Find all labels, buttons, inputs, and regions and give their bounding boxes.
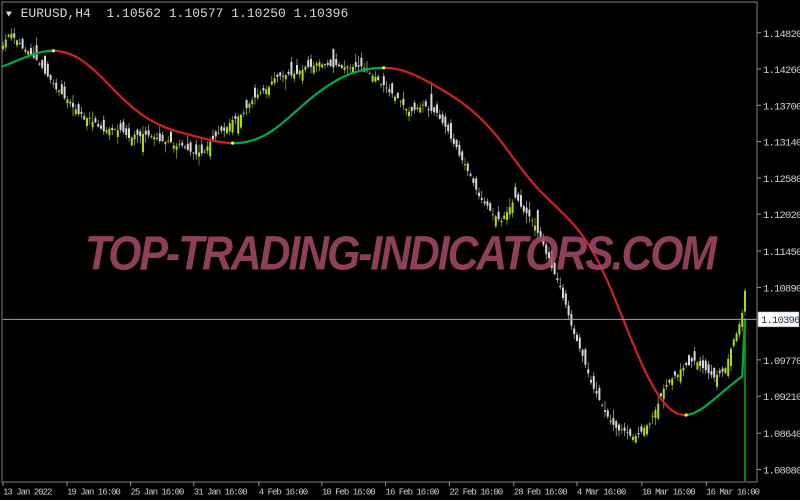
svg-text:25 Jan 16:00: 25 Jan 16:00 (131, 488, 184, 498)
svg-text:16 Mar 16:00: 16 Mar 16:00 (706, 488, 759, 498)
svg-text:1.08080: 1.08080 (763, 465, 800, 477)
svg-text:1.13700: 1.13700 (763, 101, 800, 113)
svg-text:31 Jan 16:00: 31 Jan 16:00 (194, 488, 247, 498)
svg-text:22 Feb 16:00: 22 Feb 16:00 (449, 488, 502, 498)
svg-text:16 Feb 16:00: 16 Feb 16:00 (386, 488, 439, 498)
svg-text:1.09770: 1.09770 (763, 356, 800, 368)
svg-text:19 Jan 16:00: 19 Jan 16:00 (67, 488, 120, 498)
svg-text:1.08640: 1.08640 (763, 429, 800, 441)
svg-text:1.10396: 1.10396 (761, 315, 800, 327)
svg-text:1.12580: 1.12580 (763, 174, 800, 186)
svg-text:1.14260: 1.14260 (763, 65, 800, 77)
svg-text:10 Mar 16:00: 10 Mar 16:00 (642, 488, 695, 498)
svg-text:1.09210: 1.09210 (763, 392, 800, 404)
svg-text:4 Mar 16:00: 4 Mar 16:00 (577, 488, 626, 498)
svg-text:1.10890: 1.10890 (763, 283, 800, 295)
svg-text:13 Jan 2022: 13 Jan 2022 (3, 488, 52, 498)
svg-text:1.12020: 1.12020 (763, 210, 800, 222)
svg-text:4 Feb 16:00: 4 Feb 16:00 (259, 488, 308, 498)
svg-text:28 Feb 16:00: 28 Feb 16:00 (514, 488, 567, 498)
svg-text:1.14820: 1.14820 (763, 29, 800, 41)
svg-text:1.13140: 1.13140 (763, 138, 800, 150)
svg-text:10 Feb 16:00: 10 Feb 16:00 (322, 488, 375, 498)
